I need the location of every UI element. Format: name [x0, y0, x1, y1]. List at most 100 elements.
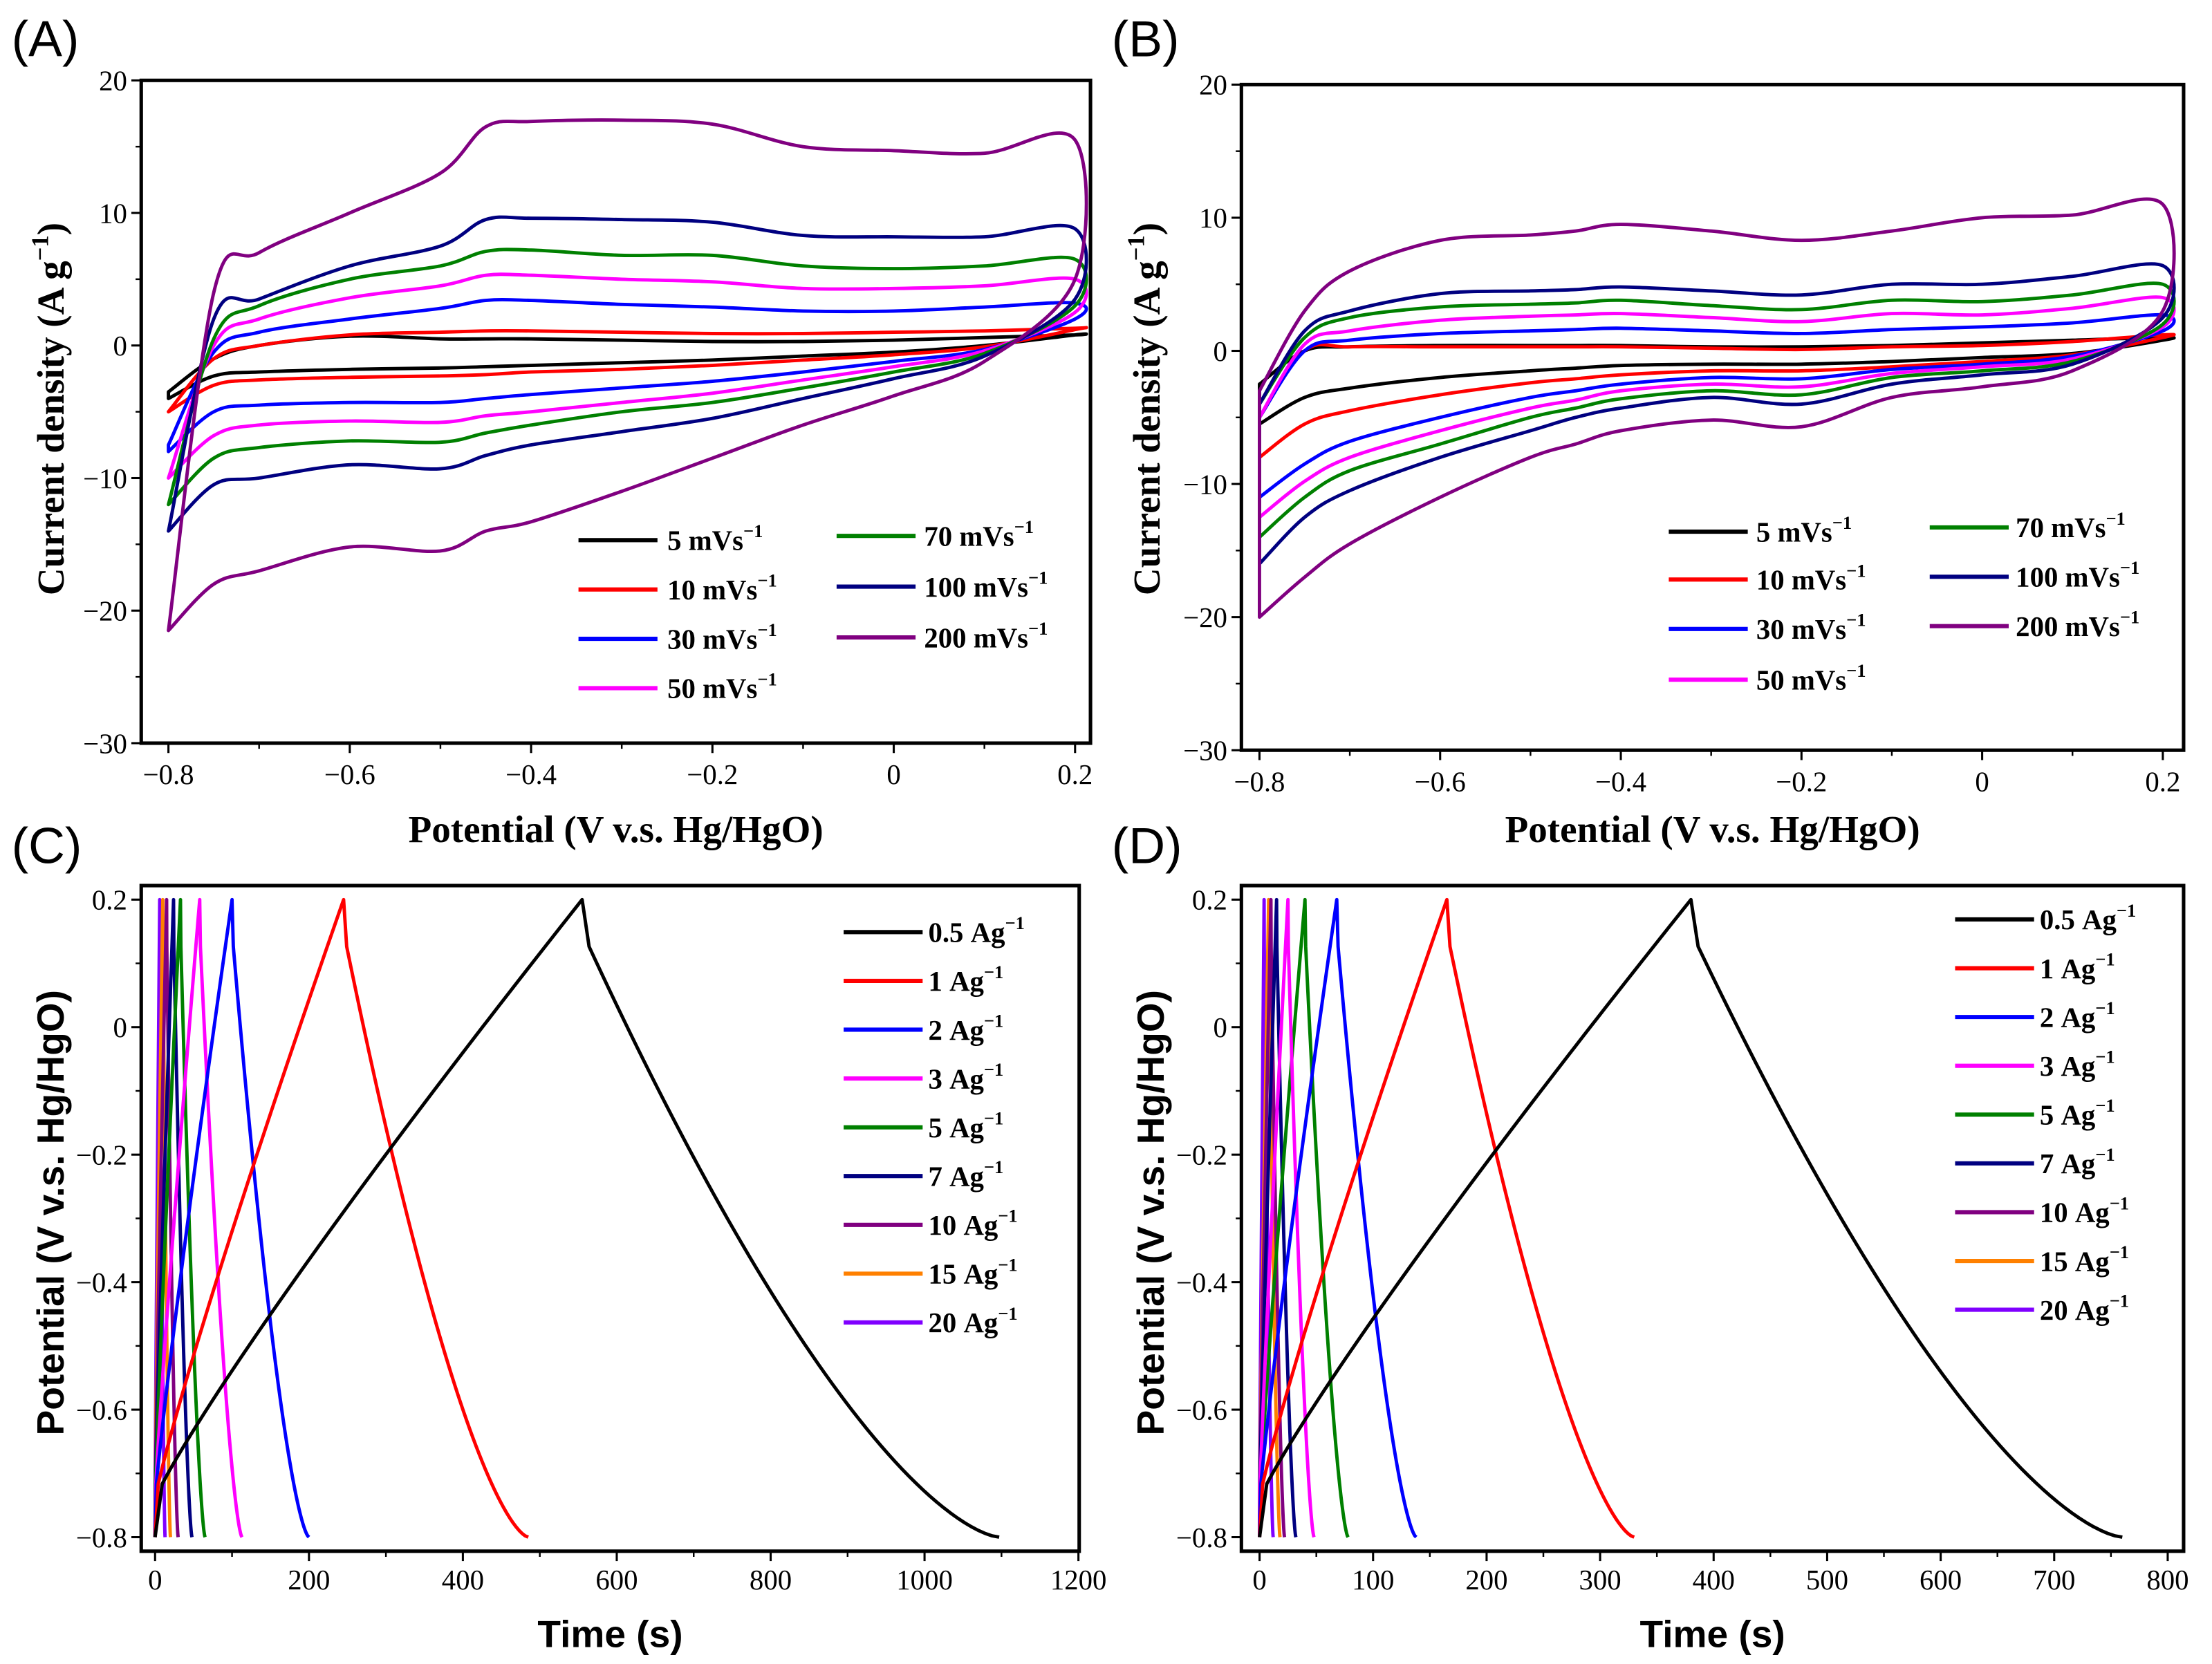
legend-item: 30 mVs−1 — [578, 619, 777, 655]
x-tick-label: 1000 — [896, 1564, 953, 1596]
legend-value: 15 — [928, 1259, 963, 1290]
x-tick-label: −0.8 — [143, 759, 194, 790]
legend-item: 15 Ag−1 — [844, 1254, 1018, 1290]
legend-exponent: −1 — [984, 1059, 1003, 1080]
y-axis-title-exponent: −1 — [1124, 235, 1150, 261]
legend-exponent: −1 — [757, 619, 777, 640]
legend-value: 200 — [924, 622, 973, 653]
series-group — [153, 897, 1000, 1539]
legend-value: 70 — [924, 521, 959, 552]
legend-unit: mVs — [974, 572, 1028, 603]
legend-item: 2 Ag−1 — [1955, 998, 2115, 1033]
legend-label: 2 Ag−1 — [2040, 998, 2115, 1033]
legend-exponent: −1 — [2117, 900, 2136, 921]
legend-value: 50 — [667, 673, 703, 704]
legend-unit: mVs — [703, 624, 757, 655]
legend-item: 200 mVs−1 — [836, 618, 1048, 653]
legend-label: 1 Ag−1 — [2040, 948, 2115, 984]
legend-label: 10 Ag−1 — [928, 1206, 1017, 1241]
gcd-curve-2 — [1258, 897, 1418, 1539]
legend-item: 15 Ag−1 — [1955, 1242, 2129, 1277]
legend-unit: Ag — [949, 1112, 984, 1143]
y-tick-label: 20 — [1199, 70, 1227, 101]
panel-label: (D) — [1112, 817, 1182, 874]
legend-item: 50 mVs−1 — [578, 669, 777, 704]
y-tick-label: −0.4 — [76, 1267, 127, 1298]
y-tick-label: −0.2 — [1176, 1139, 1227, 1170]
legend-label: 7 Ag−1 — [2040, 1144, 2115, 1179]
gcd-curve-7 — [1258, 897, 1298, 1538]
cv-curve-5 — [167, 332, 1088, 400]
panel-b: (B)−0.8 −0.6 −0.4 −0.2 0 0.220100−10−20−30Pot… — [1112, 11, 2186, 850]
legend-exponent: −1 — [2110, 1291, 2129, 1311]
legend-value: 20 — [2040, 1295, 2075, 1326]
x-tick-label: 700 — [2033, 1564, 2075, 1596]
panel-d: (D) 0 100 200 300 400 500 600 700 800 0.2 0 −0.2 −0.4… — [1112, 817, 2189, 1655]
legend-exponent: −1 — [998, 1206, 1017, 1226]
legend-exponent: −1 — [2120, 607, 2139, 628]
legend-item: 0.5 Ag−1 — [844, 913, 1025, 948]
legend-value: 20 — [928, 1307, 963, 1338]
legend-exponent: −1 — [1014, 516, 1034, 537]
gcd-curve-3 — [153, 897, 244, 1538]
legend-label: 5 Ag−1 — [2040, 1095, 2115, 1130]
legend-unit: Ag — [2075, 1246, 2110, 1277]
y-axis-title-close: ) — [1126, 223, 1168, 235]
legend-label: 20 Ag−1 — [928, 1303, 1017, 1338]
legend-item: 5 mVs−1 — [578, 521, 763, 557]
legend-value: 1 — [2040, 953, 2061, 984]
legend-exponent: −1 — [757, 570, 777, 591]
legend-exponent: −1 — [1846, 660, 1866, 681]
legend-unit: Ag — [2061, 1051, 2095, 1082]
legend-label: 200 mVs−1 — [2016, 607, 2139, 642]
legend-unit: Ag — [2082, 904, 2117, 935]
legend-unit: mVs — [703, 574, 757, 606]
legend-label: 1 Ag−1 — [928, 962, 1003, 997]
legend-label: 100 mVs−1 — [924, 567, 1048, 602]
legend-exponent: −1 — [2106, 508, 2125, 529]
panel-a: (A)−0.8 −0.6 −0.4 −0.2 0 0.220100−10−20−30Pot… — [12, 11, 1093, 850]
y-axis-title-exponent: −1 — [28, 235, 54, 261]
legend-item: 3 Ag−1 — [1955, 1047, 2115, 1082]
legend-unit: Ag — [963, 1259, 998, 1290]
legend-exponent: −1 — [2110, 1242, 2129, 1262]
legend-unit: mVs — [959, 521, 1014, 552]
legend-value: 5 — [928, 1112, 949, 1143]
x-tick-label: −0.4 — [505, 759, 557, 790]
legend-label: 50 mVs−1 — [1756, 660, 1866, 695]
legend-value: 5 — [1756, 516, 1778, 548]
legend: 5 mVs−110 mVs−130 mVs−150 mVs−170 mVs−11… — [578, 516, 1048, 704]
legend-item: 100 mVs−1 — [1929, 557, 2139, 593]
legend-value: 50 — [1756, 664, 1792, 695]
gcd-curve-5 — [153, 897, 207, 1538]
y-tick-label: −10 — [1183, 469, 1227, 500]
legend-value: 0.5 — [2040, 904, 2082, 935]
legend-unit: Ag — [949, 966, 984, 997]
legend-label: 70 mVs−1 — [2016, 508, 2126, 543]
legend-item: 7 Ag−1 — [844, 1157, 1003, 1192]
legend-unit: Ag — [2061, 1002, 2095, 1033]
legend-item: 2 Ag−1 — [844, 1010, 1003, 1046]
y-tick-label: 0.2 — [92, 885, 127, 916]
legend-item: 20 Ag−1 — [844, 1303, 1018, 1338]
legend-value: 30 — [667, 624, 703, 655]
gcd-curve-2 — [153, 897, 310, 1539]
legend-unit: Ag — [2061, 1100, 2095, 1131]
plot-frame — [139, 884, 1081, 1553]
y-axis-title: Potential (V v.s. Hg/HgO) — [29, 990, 72, 1435]
legend-label: 200 mVs−1 — [924, 618, 1048, 653]
legend-label: 3 Ag−1 — [2040, 1047, 2115, 1082]
legend-value: 10 — [2040, 1197, 2075, 1228]
gcd-curve-1 — [153, 897, 529, 1539]
legend-label: 50 mVs−1 — [667, 669, 777, 704]
y-axis-title-text: Current density (A g — [1126, 261, 1168, 595]
legend-label: 70 mVs−1 — [924, 516, 1034, 552]
legend-value: 10 — [928, 1210, 963, 1241]
x-tick-label: 300 — [1579, 1564, 1621, 1596]
legend-value: 10 — [1756, 565, 1792, 596]
y-tick-label: −0.6 — [1176, 1394, 1227, 1425]
legend-label: 10 mVs−1 — [1756, 560, 1866, 595]
legend-unit: mVs — [1792, 614, 1846, 645]
legend-value: 100 — [924, 572, 973, 603]
y-axis-title-text: Potential (V v.s. Hg/HgO) — [29, 990, 72, 1435]
